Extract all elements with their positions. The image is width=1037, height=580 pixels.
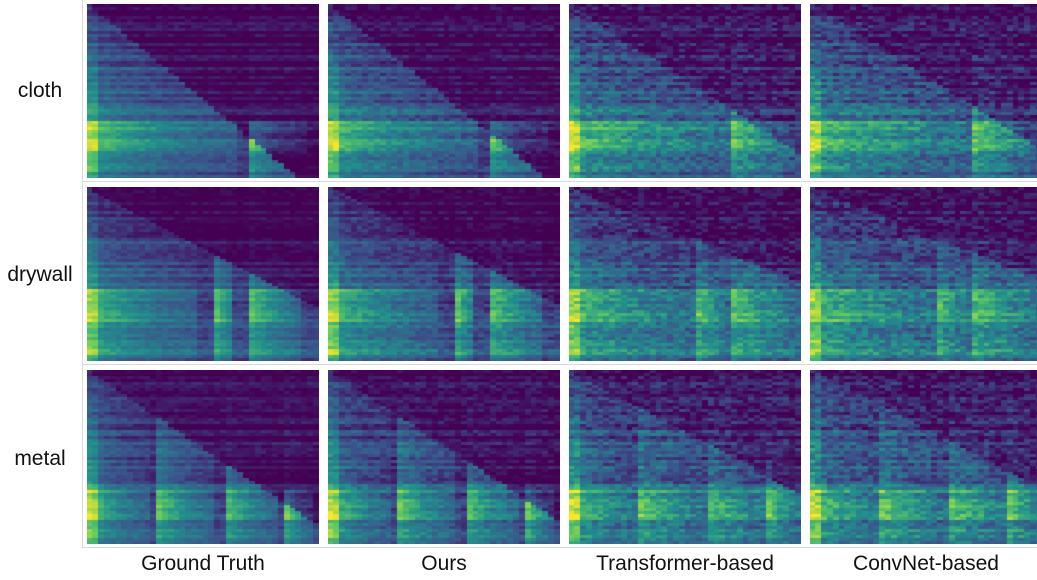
col-label-ground-truth: Ground Truth <box>141 552 265 575</box>
spectrogram-cloth-ours <box>328 4 560 178</box>
spectrogram-cloth-transformer-based <box>569 4 801 178</box>
row-separator-1 <box>82 181 1037 182</box>
spectrogram-metal-transformer-based <box>569 370 801 544</box>
spectrogram-drywall-convnet-based <box>810 187 1037 361</box>
col-label-transformer-based: Transformer-based <box>596 552 774 575</box>
spectrogram-metal-convnet-based <box>810 370 1037 544</box>
spectrogram-metal-ours <box>328 370 560 544</box>
spectrogram-drywall-ours <box>328 187 560 361</box>
frame-bottom-line <box>82 547 1037 548</box>
spectrogram-cloth-ground-truth <box>87 4 319 178</box>
col-label-ours: Ours <box>421 552 467 575</box>
spectrogram-drywall-ground-truth <box>87 187 319 361</box>
spectrogram-drywall-transformer-based <box>569 187 801 361</box>
frame-left-line <box>82 0 83 548</box>
row-label-metal: metal <box>14 447 66 470</box>
spectrogram-metal-ground-truth <box>87 370 319 544</box>
row-separator-2 <box>82 364 1037 365</box>
row-label-drywall: drywall <box>7 263 73 286</box>
col-label-convnet-based: ConvNet-based <box>853 552 999 575</box>
spectrogram-cloth-convnet-based <box>810 4 1037 178</box>
row-label-cloth: cloth <box>17 79 63 102</box>
